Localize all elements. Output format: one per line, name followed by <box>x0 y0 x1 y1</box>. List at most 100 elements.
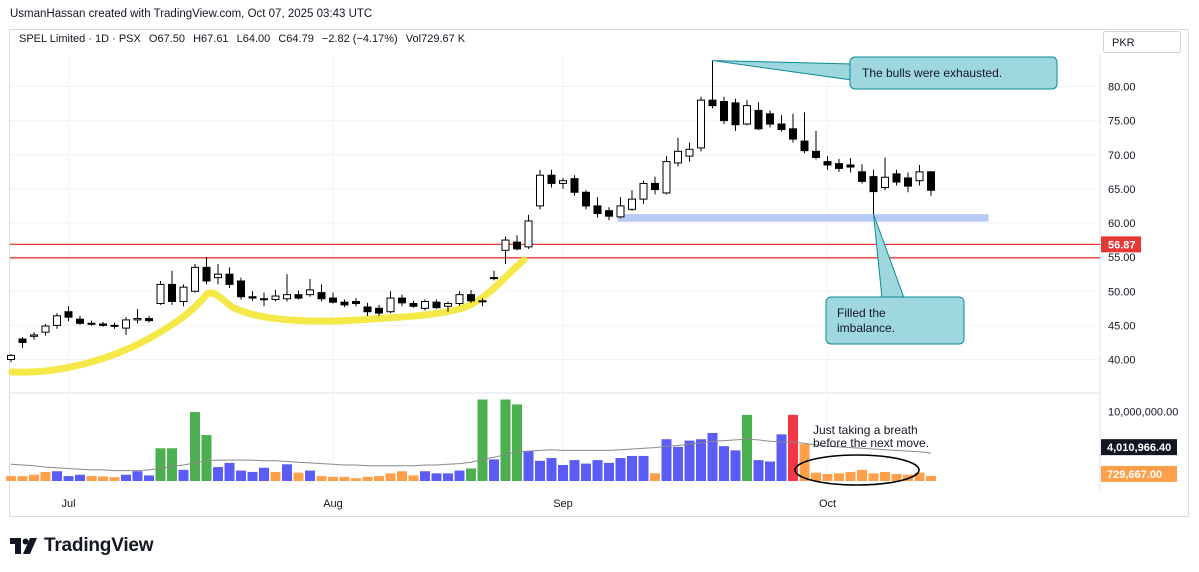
volume-bar <box>523 451 534 481</box>
candle-down <box>835 163 843 169</box>
volume-bar <box>788 414 798 481</box>
candle-up <box>271 295 280 300</box>
symbol-name: SPEL Limited · 1D · PSX <box>19 33 141 45</box>
time-axis: Jul Aug Sep Oct <box>61 498 836 510</box>
time-tick-label: Jul <box>61 498 75 510</box>
volume-bar <box>167 448 177 481</box>
volume-bar <box>454 470 465 481</box>
volume-bar <box>408 475 419 481</box>
volume-bar <box>857 469 867 481</box>
time-tick-label: Aug <box>323 498 343 510</box>
candle-up <box>490 277 498 280</box>
time-tick-label: Sep <box>553 498 573 510</box>
candle-up <box>685 148 694 157</box>
volume-bar <box>604 462 614 481</box>
volume-bar <box>719 446 729 481</box>
volume-label-box <box>1101 465 1177 482</box>
volume-bar <box>98 476 108 481</box>
volume-bar <box>178 469 189 481</box>
volume-bar <box>765 461 775 481</box>
volume-bar <box>201 435 212 481</box>
volume-bar <box>17 476 28 481</box>
price-tick-label: 40.00 <box>1108 355 1136 367</box>
volume-bar <box>926 475 936 481</box>
volume-bar <box>535 460 545 481</box>
volume-bar <box>822 474 833 481</box>
candle-up <box>179 286 188 302</box>
callout-filled-imbalance[interactable]: Filled the imbalance. <box>825 213 965 345</box>
volume-bar <box>615 458 626 481</box>
open-value: O67.50 <box>148 33 186 45</box>
volume-bar <box>63 476 74 481</box>
volume-bar <box>282 464 292 481</box>
tradingview-brand[interactable]: TradingView <box>10 535 154 557</box>
candle-up <box>191 266 199 292</box>
candle-up <box>421 300 429 309</box>
volume-bar <box>512 404 522 481</box>
price-label-box <box>1101 236 1141 253</box>
note-taking-a-breath[interactable]: Just taking a breath before the next mov… <box>794 423 929 486</box>
candle-down <box>754 109 763 130</box>
candle-down <box>869 176 878 193</box>
candle-down <box>225 273 234 285</box>
candle-down <box>432 301 441 309</box>
volume-bar <box>40 471 51 481</box>
candle-down <box>823 161 832 166</box>
candle-up <box>662 161 671 194</box>
volume-label-text: 4,010,966.40 <box>1107 442 1171 454</box>
candle-down <box>64 311 73 318</box>
volume-bar <box>431 473 442 481</box>
candle-down <box>467 294 475 302</box>
candle-down <box>593 205 602 214</box>
callout-pointer <box>712 60 853 81</box>
grid-lines <box>10 55 1101 490</box>
volume-bar <box>362 476 373 481</box>
candle-up <box>559 180 567 184</box>
volume-bar <box>385 473 396 481</box>
candle-down <box>375 307 383 314</box>
callout-text: The bulls were exhausted. <box>862 66 1002 80</box>
callout-text-line-1: Filled the <box>837 306 886 320</box>
symbol-legend[interactable]: SPEL Limited · 1D · PSX O67.50 H67.61 L6… <box>19 33 470 45</box>
candle-down <box>168 283 176 302</box>
volume-bar <box>374 476 384 481</box>
candle-down <box>99 323 107 326</box>
volume-bar <box>109 477 120 481</box>
volume-bar <box>247 471 258 481</box>
candle-up <box>524 220 533 248</box>
yellow-trend-highlight <box>8 256 528 376</box>
candle-up <box>122 319 130 329</box>
close-value: C64.79 <box>278 33 314 45</box>
candle-down <box>363 306 372 313</box>
price-tick-label: 70.00 <box>1108 150 1136 162</box>
candle-up <box>386 297 395 313</box>
price-tick-label: 80.00 <box>1108 82 1136 94</box>
currency-selector[interactable]: PKR <box>1103 31 1181 53</box>
volume-bar <box>684 440 695 481</box>
volume-bar <box>190 412 200 481</box>
volume-bar <box>6 476 16 481</box>
candle-down <box>145 318 153 322</box>
callout-bulls-exhausted[interactable]: The bulls were exhausted. <box>712 56 1058 90</box>
candle-down <box>329 297 337 303</box>
candle-down <box>605 210 613 217</box>
imbalance-zone <box>617 214 989 222</box>
candle-down <box>340 301 349 306</box>
price-tick-label: 55.00 <box>1108 252 1136 264</box>
volume-bar <box>397 471 407 481</box>
candle-down <box>731 102 740 126</box>
price-tick-label: 60.00 <box>1108 218 1136 230</box>
candle-down <box>237 280 245 298</box>
volume-value: Vol729.67 K <box>405 33 466 45</box>
candle-down <box>260 298 268 301</box>
candle-down <box>478 300 487 303</box>
volume-bar <box>443 473 453 481</box>
volume-bar <box>132 471 143 481</box>
volume-bar <box>845 471 856 481</box>
volume-label-text: 729,667.00 <box>1107 469 1162 481</box>
volume-bar <box>270 471 281 481</box>
candle-up <box>628 198 636 210</box>
volume-bar <box>155 448 166 481</box>
candle-up <box>697 99 705 149</box>
